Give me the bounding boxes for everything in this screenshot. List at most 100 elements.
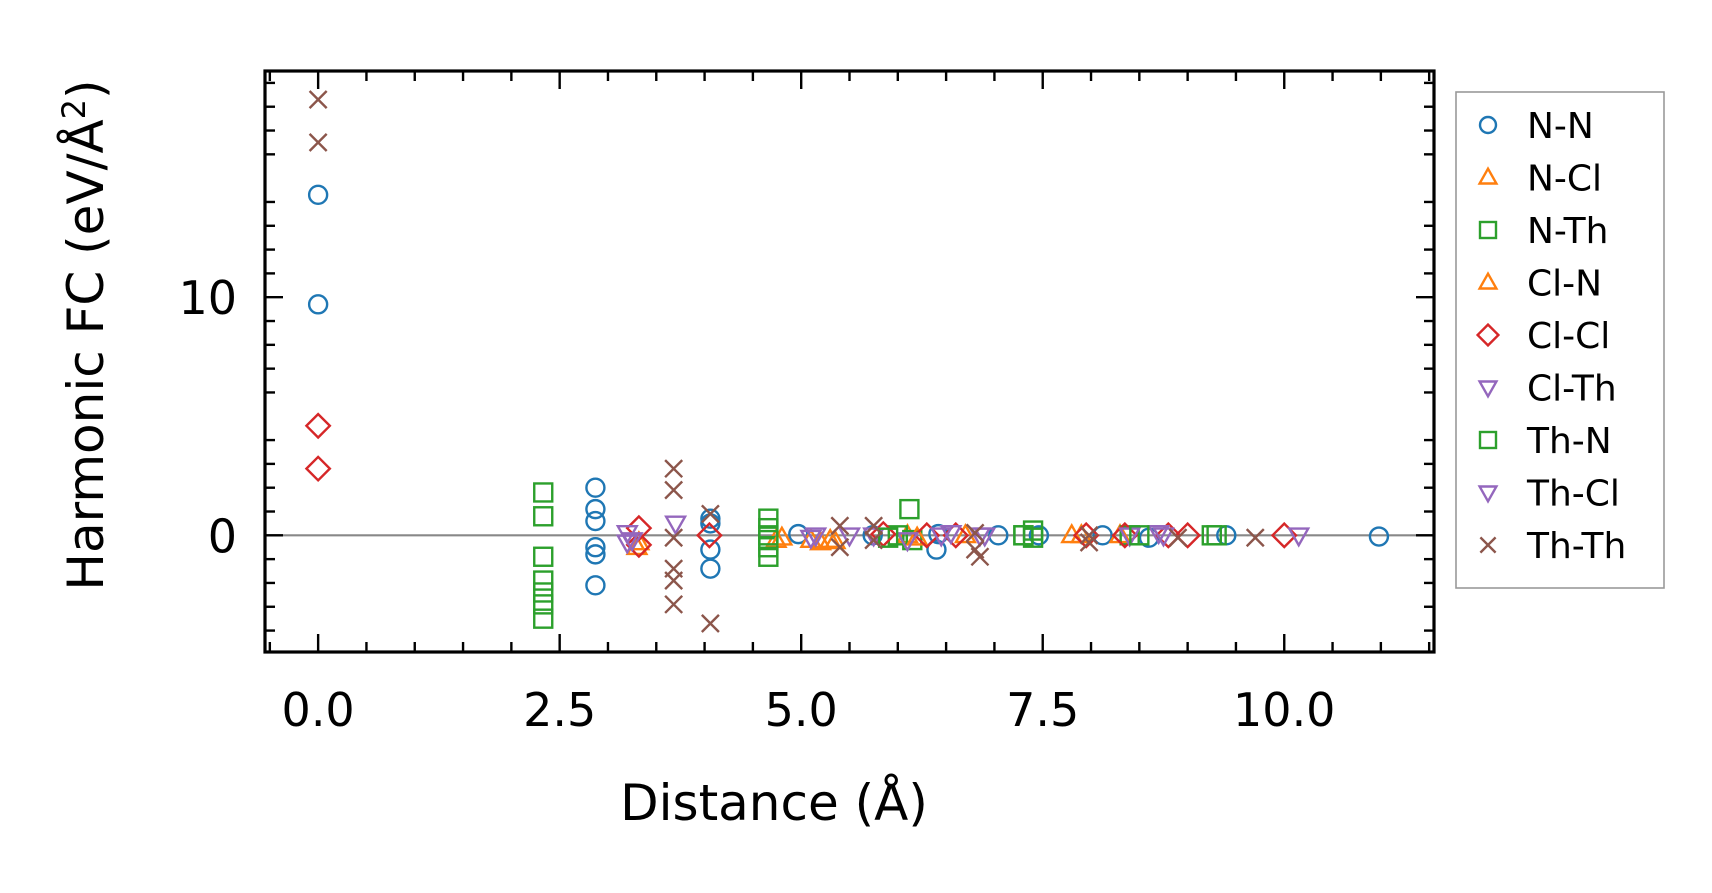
data-point [1129, 525, 1150, 546]
data-point [533, 582, 554, 603]
series-th-cl [620, 527, 1175, 553]
axis-ticks [265, 71, 1434, 652]
y-axis-label: Harmonic FC (eV/Å2) [55, 79, 115, 590]
data-point [899, 498, 920, 520]
data-point [308, 90, 328, 109]
data-point [307, 184, 329, 206]
x-tick-label: 0.0 [282, 683, 355, 737]
data-point [929, 527, 953, 548]
y-axis-label-superscript: 2 [55, 99, 93, 119]
data-point [533, 482, 554, 503]
x-axis-label: Distance (Å) [620, 774, 928, 832]
y-axis-label-close: ) [57, 79, 115, 99]
data-point [700, 558, 721, 579]
y-tick-label: 10 [178, 271, 237, 325]
data-point [620, 532, 644, 553]
data-point [804, 527, 828, 548]
y-axis-label-main: Harmonic FC (eV/Å [57, 119, 115, 590]
plot-frame [263, 69, 1436, 654]
data-point [533, 594, 554, 615]
data-point [965, 523, 985, 543]
legend-label: Th-Cl [1526, 474, 1620, 515]
tick-labels: 0.0 2.5 5.0 7.5 10.0 0 10 [178, 271, 1335, 737]
data-point [1022, 527, 1044, 548]
legend-marker [1477, 166, 1499, 185]
data-point [864, 516, 884, 536]
data-point [823, 528, 847, 550]
data-point [664, 528, 684, 548]
data-point [304, 455, 332, 483]
data-point [1287, 527, 1311, 548]
data-point [799, 529, 823, 551]
data-markers [304, 90, 1390, 633]
legend-label: Cl-N [1527, 264, 1602, 305]
legend-marker [1478, 115, 1498, 135]
data-point [533, 570, 554, 591]
data-point [953, 522, 977, 544]
x-tick-label: 2.5 [523, 683, 596, 737]
data-point [304, 412, 332, 440]
data-point [664, 515, 688, 536]
data-point [1028, 525, 1050, 546]
data-point [1154, 521, 1182, 549]
legend-label: Th-N [1526, 421, 1612, 462]
data-point [877, 527, 899, 548]
legend-marker [1479, 536, 1497, 554]
data-point [830, 537, 850, 557]
data-point [1245, 528, 1265, 548]
x-tick-label: 10.0 [1233, 683, 1335, 737]
legend-label: Th-Th [1526, 526, 1626, 567]
series-th-n [758, 525, 1222, 548]
data-point [895, 532, 919, 553]
legend-items: N-N N-Cl N-Th Cl-N Cl-Cl Cl-Th Th-N Th-Cl Th-Th [1475, 106, 1626, 567]
data-point [905, 525, 929, 546]
y-tick-label: 0 [208, 509, 237, 563]
data-point [1147, 524, 1171, 546]
data-point [1151, 527, 1175, 548]
legend-label: Cl-Cl [1527, 316, 1610, 357]
data-point [970, 547, 990, 567]
data-point [758, 546, 779, 567]
data-point [585, 477, 606, 498]
legend-marker [1477, 485, 1499, 504]
data-point [307, 294, 329, 315]
data-point [1079, 525, 1099, 545]
legend-label: N-Th [1527, 211, 1608, 252]
data-point [308, 133, 328, 152]
data-point [1174, 521, 1202, 549]
data-point [1111, 521, 1139, 549]
legend-marker [1475, 322, 1501, 348]
data-point [700, 504, 720, 524]
plot-area [263, 69, 1436, 654]
data-point [625, 531, 653, 559]
data-point [664, 571, 684, 590]
x-tick-label: 5.0 [765, 683, 838, 737]
data-point [664, 480, 684, 500]
data-point [585, 510, 606, 532]
data-point [700, 614, 720, 633]
data-point [1079, 533, 1099, 552]
data-point [533, 608, 554, 629]
data-point [664, 459, 684, 479]
data-point [864, 530, 884, 550]
data-point [664, 594, 684, 614]
data-point [533, 506, 554, 527]
legend-label: N-N [1527, 106, 1594, 147]
data-point [1168, 528, 1188, 548]
legend-marker [1477, 271, 1499, 290]
data-point [585, 575, 606, 596]
data-point [615, 534, 639, 555]
legend-marker [1478, 220, 1498, 240]
x-tick-label: 7.5 [1006, 683, 1079, 737]
data-point [585, 537, 606, 558]
data-point [830, 516, 850, 536]
legend-label: Cl-Th [1527, 369, 1617, 410]
data-point [1201, 525, 1222, 546]
data-point [1368, 526, 1390, 547]
legend-marker [1477, 380, 1499, 399]
series-th-th [308, 90, 1265, 633]
data-point [837, 527, 862, 548]
data-point [926, 539, 947, 560]
data-point [696, 521, 723, 549]
